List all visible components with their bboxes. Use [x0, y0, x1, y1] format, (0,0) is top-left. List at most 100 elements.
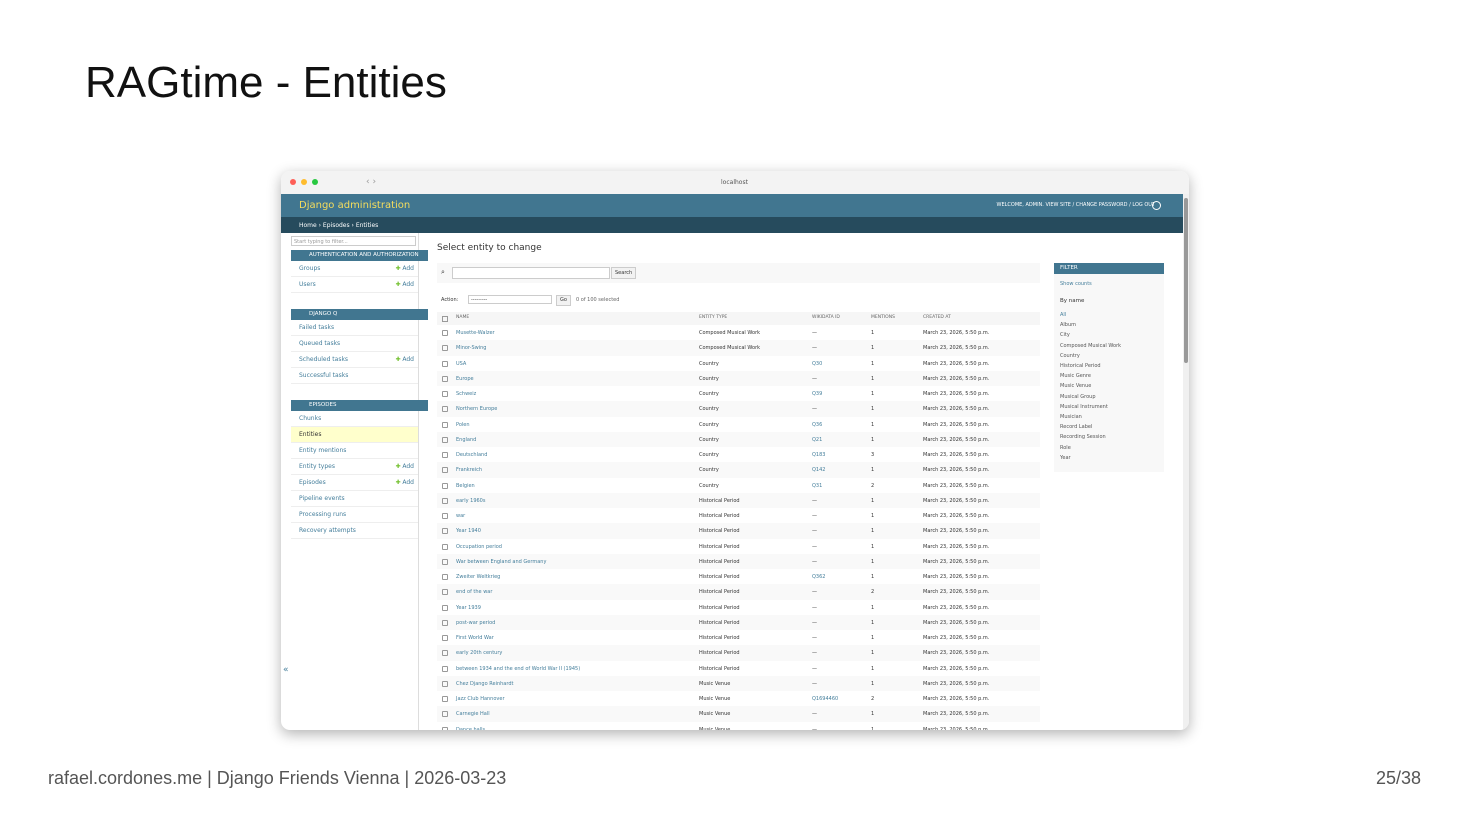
- theme-toggle[interactable]: [1152, 201, 1161, 210]
- filter-option[interactable]: Musical Instrument: [1060, 403, 1108, 410]
- minimize-button[interactable]: [301, 179, 307, 185]
- checkbox[interactable]: [442, 406, 448, 413]
- entity-link[interactable]: Polen: [456, 421, 470, 428]
- add-link[interactable]: ✚ Add: [395, 352, 414, 367]
- model-link[interactable]: Chunks: [299, 415, 322, 422]
- model-link[interactable]: Entities: [299, 431, 322, 438]
- scroll-thumb[interactable]: [1184, 198, 1188, 363]
- checkbox[interactable]: [442, 497, 448, 504]
- cell[interactable]: —: [812, 330, 817, 336]
- entity-link[interactable]: between 1934 and the end of World War II…: [456, 665, 581, 672]
- filter-option[interactable]: All: [1060, 312, 1067, 318]
- cell[interactable]: —: [812, 619, 817, 626]
- entity-link[interactable]: Chez Django Reinhardt: [456, 680, 514, 687]
- cell[interactable]: —: [812, 635, 817, 641]
- checkbox[interactable]: [442, 452, 448, 458]
- column-header[interactable]: WIKIDATA ID: [812, 315, 840, 320]
- checkbox[interactable]: [442, 421, 448, 428]
- filter-option[interactable]: City: [1060, 332, 1070, 339]
- model-link[interactable]: Recovery attempts: [299, 527, 356, 534]
- checkbox[interactable]: [442, 360, 448, 367]
- add-link[interactable]: ✚ Add: [395, 261, 414, 276]
- filter-option[interactable]: Composed Musical Work: [1060, 342, 1122, 349]
- cell[interactable]: —: [812, 513, 817, 519]
- filter-option[interactable]: Country: [1060, 352, 1080, 359]
- filter-option[interactable]: Music Venue: [1060, 383, 1092, 390]
- cell[interactable]: —: [812, 604, 817, 611]
- collapse-sidebar[interactable]: «: [283, 665, 289, 675]
- entity-link[interactable]: war: [456, 513, 466, 519]
- model-link[interactable]: Pipeline events: [299, 495, 345, 502]
- entity-link[interactable]: early 1960s: [456, 497, 486, 504]
- filter-option[interactable]: Recording Session: [1060, 434, 1106, 441]
- user-tools[interactable]: WELCOME, ADMIN. VIEW SITE / CHANGE PASSW…: [996, 202, 1155, 208]
- module-caption[interactable]: DJANGO Q: [291, 309, 428, 320]
- entity-link[interactable]: Minor-Swing: [456, 345, 487, 352]
- entity-link[interactable]: Deutschland: [456, 452, 488, 458]
- add-link[interactable]: ✚ Add: [395, 475, 414, 490]
- checkbox[interactable]: [442, 680, 448, 687]
- filter-option[interactable]: Year: [1060, 454, 1071, 461]
- checkbox[interactable]: [442, 391, 448, 397]
- checkbox[interactable]: [442, 726, 448, 730]
- model-link[interactable]: Entity types: [299, 463, 335, 470]
- entity-link[interactable]: end of the war: [456, 589, 493, 596]
- checkbox[interactable]: [442, 316, 448, 322]
- checkbox[interactable]: [442, 696, 448, 702]
- checkbox[interactable]: [442, 528, 448, 535]
- checkbox[interactable]: [442, 375, 448, 382]
- model-link[interactable]: Scheduled tasks: [299, 356, 349, 363]
- filter-option[interactable]: Musician: [1060, 414, 1082, 420]
- column-header[interactable]: ENTITY TYPE: [699, 315, 728, 320]
- go-button[interactable]: Go: [556, 295, 571, 306]
- cell[interactable]: —: [812, 665, 817, 672]
- cell[interactable]: Q31: [812, 482, 823, 489]
- add-link[interactable]: ✚ Add: [395, 277, 414, 292]
- model-link[interactable]: Failed tasks: [299, 324, 335, 331]
- close-button[interactable]: [290, 179, 296, 185]
- column-header[interactable]: MENTIONS: [871, 315, 895, 320]
- cell[interactable]: —: [812, 558, 817, 565]
- model-link[interactable]: Episodes: [299, 479, 326, 486]
- entity-link[interactable]: Dance halls: [456, 726, 486, 731]
- entity-link[interactable]: Jazz Club Hannover: [456, 696, 505, 702]
- breadcrumbs[interactable]: Home › Episodes › Entities: [299, 222, 379, 229]
- entity-link[interactable]: Northern Europe: [456, 406, 498, 413]
- zoom-button[interactable]: [312, 179, 318, 185]
- checkbox[interactable]: [442, 650, 448, 657]
- filter-option[interactable]: Music Genre: [1060, 373, 1091, 380]
- checkbox[interactable]: [442, 558, 448, 565]
- cell[interactable]: Q183: [812, 452, 826, 458]
- entity-link[interactable]: early 20th century: [456, 650, 503, 657]
- filter-section[interactable]: By name: [1060, 298, 1085, 304]
- entity-link[interactable]: Musette-Walzer: [456, 330, 495, 336]
- filter-option[interactable]: Historical Period: [1060, 363, 1101, 369]
- cell[interactable]: Q30: [812, 360, 823, 367]
- cell[interactable]: Q39: [812, 391, 823, 397]
- action-select[interactable]: ---------: [468, 295, 552, 304]
- column-header[interactable]: NAME: [456, 315, 470, 320]
- show-counts[interactable]: Show counts: [1060, 281, 1092, 287]
- checkbox[interactable]: [442, 589, 448, 596]
- cell[interactable]: Q142: [812, 467, 826, 474]
- model-link[interactable]: Processing runs: [299, 511, 347, 518]
- cell[interactable]: —: [812, 345, 817, 352]
- cell[interactable]: Q36: [812, 421, 823, 428]
- filter-option[interactable]: Album: [1060, 322, 1077, 329]
- filter-option[interactable]: Musical Group: [1060, 393, 1096, 400]
- entity-link[interactable]: USA: [456, 360, 467, 367]
- entity-link[interactable]: War between England and Germany: [456, 558, 547, 565]
- checkbox[interactable]: [442, 711, 448, 718]
- checkbox[interactable]: [442, 635, 448, 641]
- checkbox[interactable]: [442, 482, 448, 489]
- add-link[interactable]: ✚ Add: [395, 459, 414, 474]
- entity-link[interactable]: Year 1939: [456, 604, 481, 611]
- checkbox[interactable]: [442, 345, 448, 352]
- cell[interactable]: —: [812, 406, 817, 413]
- checkbox[interactable]: [442, 330, 448, 336]
- checkbox[interactable]: [442, 436, 448, 443]
- checkbox[interactable]: [442, 513, 448, 519]
- cell[interactable]: Q21: [812, 436, 823, 443]
- entity-link[interactable]: Year 1940: [456, 528, 481, 535]
- filter-option[interactable]: Record Label: [1060, 424, 1093, 431]
